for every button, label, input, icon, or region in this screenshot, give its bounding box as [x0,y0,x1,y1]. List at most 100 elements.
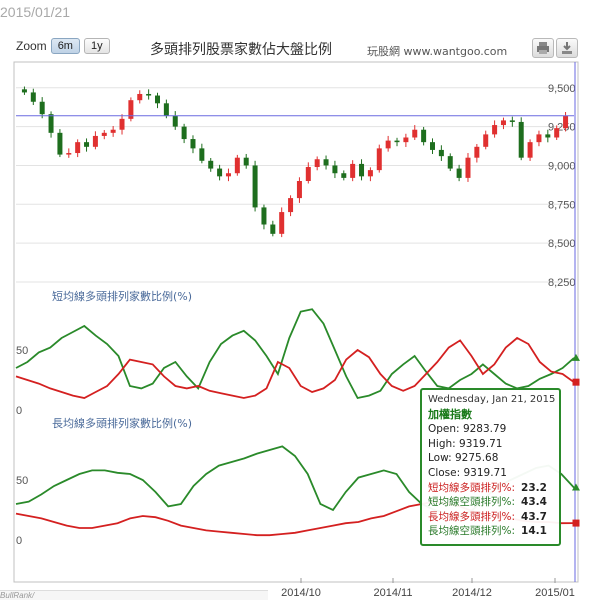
x-tick-label: 2014/11 [374,587,413,599]
download-icon [562,42,572,54]
zoom-bar: Zoom 6m 1y [16,38,110,54]
candle-body [492,125,498,135]
pane-y-tick: 0 [16,405,22,417]
navigator-scrollbar[interactable]: BullRank/ [0,590,268,600]
candle-body [101,132,107,136]
s2-label: 短均線空頭排列%: [428,496,516,509]
series-end-marker [572,353,580,361]
export-button[interactable] [556,38,578,58]
candle-body [92,135,98,147]
print-button[interactable] [532,38,554,58]
candle-body [474,146,480,158]
tooltip-name: 加權指數 [428,407,472,421]
candle-body [421,129,427,143]
candle-body [225,173,231,177]
series-end-marker [572,483,580,491]
open-value: 9283.79 [462,423,507,436]
candle-body [208,160,214,169]
zoom-1y-button[interactable]: 1y [83,38,110,54]
candle-body [252,165,258,208]
candle-body [172,115,178,127]
candle-body [332,165,338,174]
candle-body [359,163,365,177]
y-tick-label: 8,500 [548,238,576,250]
high-value: 9319.71 [459,437,503,450]
tooltip: Wednesday, Jan 21, 2015 加權指數 Open: 9283.… [420,388,561,546]
candle-body [509,120,515,122]
s4-value: 14.1 [521,525,547,538]
series-line [15,308,575,400]
pane2-title: 短均線多頭排列家數比例(%) [52,289,192,303]
candle-body [128,100,134,119]
candle-body [234,157,240,174]
candle-body [545,134,551,138]
candle-body [66,153,72,155]
candle-body [190,139,196,149]
close-value: 9319.71 [463,466,507,479]
tooltip-date: Wednesday, Jan 21, 2015 [428,394,556,405]
candle-body [563,115,569,129]
candle-body [163,103,169,116]
y-tick-label: 9,500 [548,83,576,95]
candle-body [412,129,418,138]
pane-y-tick: 50 [16,475,28,487]
print-icon [537,42,549,54]
candle-body [30,92,36,102]
x-tick-label: 2014/12 [452,587,492,599]
date-label: 2015/01/21 [0,4,71,20]
candle-body [385,140,391,149]
candle-body [137,93,143,101]
candle-body [270,224,276,234]
s3-value: 43.7 [521,510,547,523]
candle-body [527,142,533,158]
y-tick-label: 8,250 [548,277,576,289]
candle-body [57,132,63,155]
candle-body [155,95,160,104]
candle-body [465,157,471,178]
candle-body [323,159,329,166]
high-label: High: [428,437,456,450]
series-end-marker [572,378,580,386]
y-tick-label: 9,000 [548,160,576,172]
close-label: Close: [428,466,461,479]
s1-label: 短均線多頭排列%: [428,481,516,494]
candle-body [500,120,506,126]
candle-body [243,157,249,166]
candle-body [376,148,382,171]
x-tick-label: 2014/10 [281,587,321,599]
open-label: Open: [428,423,460,436]
low-value: 9275.68 [454,452,499,465]
candle-body [39,101,45,115]
candle-body [288,198,294,213]
candle-body [84,142,90,147]
s4-label: 長均線空頭排列%: [428,525,516,538]
candle-body [110,129,116,133]
candle-body [181,126,187,140]
candle-body [350,163,356,178]
candle-body [536,134,542,143]
pane3-title: 長均線多頭排列家數比例(%) [52,416,192,430]
candle-body [483,134,489,147]
candle-body [403,137,409,143]
candle-body [438,149,444,157]
candle-body [296,181,302,199]
s3-label: 長均線多頭排列%: [428,510,516,523]
x-tick-label: 2015/01 [535,587,575,599]
pane-y-tick: 50 [16,345,28,357]
pane-short-ma: 0 50 [15,308,580,417]
candle-body [146,93,152,96]
candle-body [447,156,453,169]
x-axis: 2014/10 2014/11 2014/12 2015/01 [281,578,575,599]
candle-body [21,89,27,93]
candle-series [21,86,569,238]
candle-body [554,128,560,138]
candle-body [394,140,400,143]
candle-body [199,148,205,161]
candle-body [48,114,54,133]
zoom-6m-button[interactable]: 6m [50,38,80,54]
s1-value: 23.2 [521,481,547,494]
candle-body [261,207,267,225]
s2-value: 43.4 [521,496,547,509]
candle-body [456,168,462,178]
